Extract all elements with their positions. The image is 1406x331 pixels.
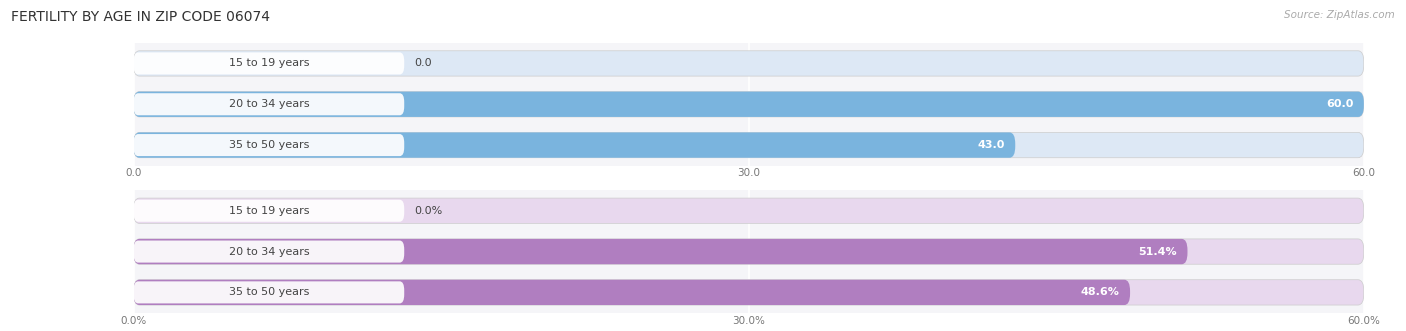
- Text: 15 to 19 years: 15 to 19 years: [229, 59, 309, 69]
- FancyBboxPatch shape: [134, 280, 1364, 305]
- Text: 51.4%: 51.4%: [1139, 247, 1177, 257]
- FancyBboxPatch shape: [134, 92, 1364, 117]
- FancyBboxPatch shape: [134, 241, 405, 262]
- FancyBboxPatch shape: [134, 52, 405, 74]
- Text: 15 to 19 years: 15 to 19 years: [229, 206, 309, 216]
- Text: 20 to 34 years: 20 to 34 years: [229, 247, 309, 257]
- FancyBboxPatch shape: [134, 198, 1364, 223]
- Text: FERTILITY BY AGE IN ZIP CODE 06074: FERTILITY BY AGE IN ZIP CODE 06074: [11, 10, 270, 24]
- Text: 60.0: 60.0: [1326, 99, 1354, 109]
- FancyBboxPatch shape: [134, 51, 1364, 76]
- Text: 35 to 50 years: 35 to 50 years: [229, 287, 309, 297]
- FancyBboxPatch shape: [134, 200, 405, 222]
- Text: 35 to 50 years: 35 to 50 years: [229, 140, 309, 150]
- FancyBboxPatch shape: [134, 92, 1364, 117]
- Text: 43.0: 43.0: [977, 140, 1005, 150]
- FancyBboxPatch shape: [134, 280, 1130, 305]
- FancyBboxPatch shape: [134, 132, 1364, 158]
- FancyBboxPatch shape: [134, 132, 1015, 158]
- FancyBboxPatch shape: [134, 281, 405, 304]
- Text: 0.0%: 0.0%: [415, 206, 443, 216]
- Text: 0.0: 0.0: [415, 59, 432, 69]
- FancyBboxPatch shape: [134, 239, 1188, 264]
- FancyBboxPatch shape: [134, 239, 1364, 264]
- FancyBboxPatch shape: [134, 93, 405, 115]
- FancyBboxPatch shape: [134, 134, 405, 156]
- Text: 48.6%: 48.6%: [1081, 287, 1119, 297]
- Text: Source: ZipAtlas.com: Source: ZipAtlas.com: [1284, 10, 1395, 20]
- Text: 20 to 34 years: 20 to 34 years: [229, 99, 309, 109]
